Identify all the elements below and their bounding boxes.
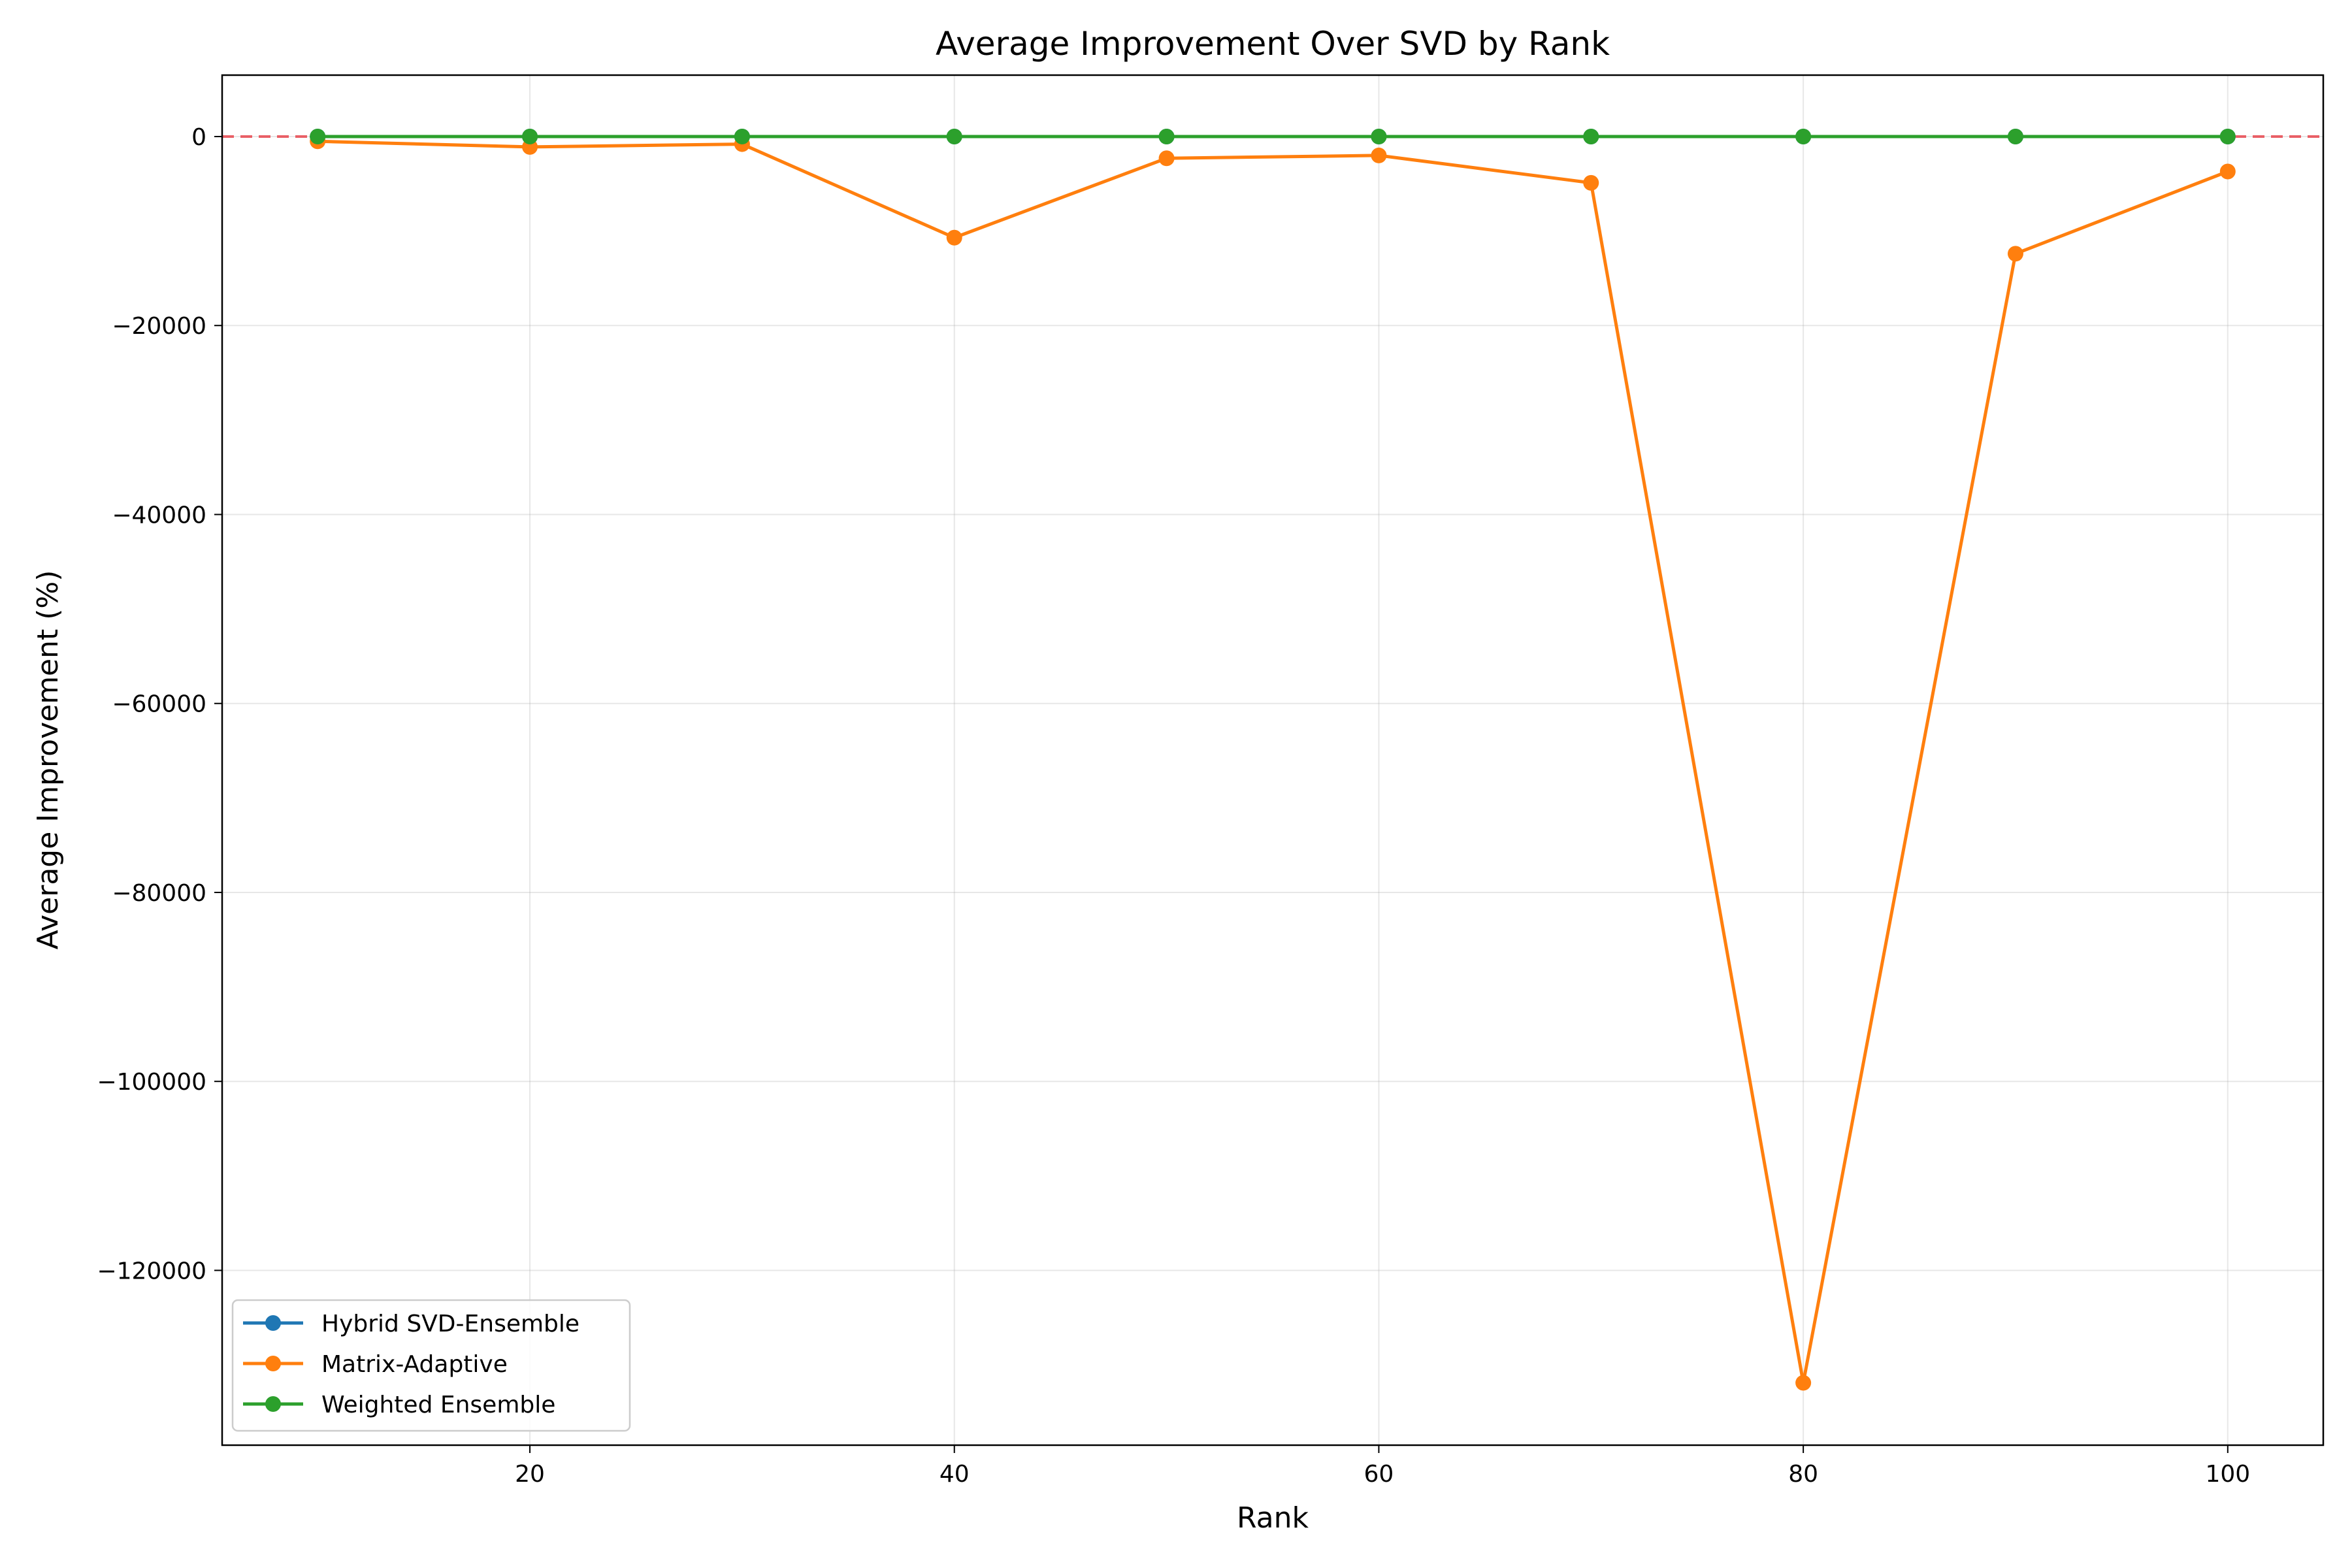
y-tick-label: −120000 (97, 1258, 206, 1284)
plot-frame (221, 74, 2325, 1446)
legend-item-matrix-adaptive: Matrix-Adaptive (243, 1351, 508, 1378)
data-point-matrix-adaptive (2007, 246, 2023, 262)
x-tick-label: 100 (2205, 1461, 2250, 1488)
series-line-matrix-adaptive (318, 139, 2229, 1385)
data-point-matrix-adaptive (1371, 147, 1387, 163)
data-point-weighted-ensemble (522, 129, 538, 145)
data-point-matrix-adaptive (1158, 150, 1175, 167)
y-tick-label: −60000 (112, 691, 206, 718)
data-point-weighted-ensemble (1583, 129, 1599, 145)
legend-marker-swatch (265, 1315, 281, 1331)
data-point-weighted-ensemble (2219, 129, 2236, 145)
data-point-matrix-adaptive (946, 229, 962, 246)
legend-item-hybrid-svd-ensemble: Hybrid SVD-Ensemble (243, 1311, 580, 1337)
x-tick-label: 80 (1788, 1461, 1818, 1488)
y-tick-label: −40000 (112, 502, 206, 529)
axis-ticks: 20 40 60 80 100 0 −20000 −40000 −60000 −80000 −100… (97, 124, 2250, 1488)
y-tick-label: 0 (191, 124, 206, 151)
x-tick-label: 60 (1364, 1461, 1394, 1488)
chart-title: Average Improvement Over SVD by Rank (936, 25, 1610, 63)
series-weighted-ensemble (310, 129, 2236, 145)
legend-label: Weighted Ensemble (321, 1392, 555, 1418)
y-axis-label: Average Improvement (%) (31, 570, 65, 950)
legend-marker-swatch (265, 1356, 281, 1371)
legend-item-weighted-ensemble: Weighted Ensemble (243, 1392, 555, 1418)
data-point-matrix-adaptive (1583, 174, 1599, 191)
data-point-matrix-adaptive (2219, 163, 2236, 180)
data-point-weighted-ensemble (1371, 129, 1387, 145)
data-point-weighted-ensemble (1158, 129, 1175, 145)
legend: Hybrid SVD-Ensemble Matrix-Adaptive Weight… (231, 1299, 631, 1432)
data-point-matrix-adaptive (1795, 1375, 1812, 1391)
x-tick-label: 40 (939, 1461, 970, 1488)
x-axis-label: Rank (1237, 1501, 1309, 1535)
data-point-weighted-ensemble (734, 129, 750, 145)
data-point-weighted-ensemble (946, 129, 962, 145)
series-matrix-adaptive (310, 133, 2236, 1391)
grid-lines (222, 75, 2323, 1445)
y-tick-label: −80000 (112, 880, 206, 907)
x-tick-label: 20 (515, 1461, 545, 1488)
series-layer (310, 129, 2236, 1391)
legend-frame (231, 1299, 631, 1432)
y-tick-label: −100000 (97, 1069, 206, 1096)
y-tick-label: −20000 (112, 313, 206, 340)
legend-marker-swatch (265, 1396, 281, 1412)
legend-label: Matrix-Adaptive (321, 1351, 508, 1378)
data-point-weighted-ensemble (310, 129, 326, 145)
legend-label: Hybrid SVD-Ensemble (321, 1311, 580, 1337)
data-point-weighted-ensemble (2007, 129, 2023, 145)
data-point-weighted-ensemble (1795, 129, 1812, 145)
